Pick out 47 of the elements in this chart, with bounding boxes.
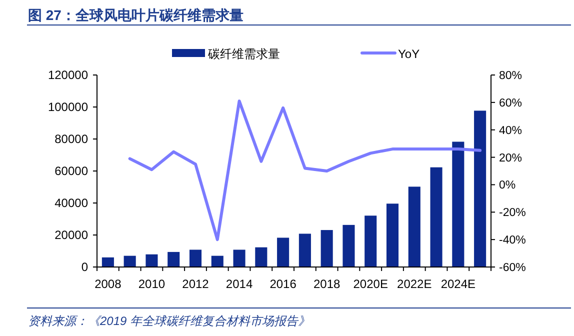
y2-tick-label: 80% <box>499 70 522 82</box>
bar <box>342 224 355 267</box>
bar <box>233 250 246 267</box>
x-tick-label: 2024E <box>440 277 476 291</box>
x-tick-label: 2008 <box>94 277 122 291</box>
y-tick-label: 0 <box>81 260 88 274</box>
legend-label: YoY <box>398 47 420 61</box>
y2-tick-label: -60% <box>499 262 526 274</box>
x-tick-label: 2022E <box>397 277 432 291</box>
bar <box>320 230 333 267</box>
chart-title: 图 27：全球风电叶片碳纤维需求量 <box>28 7 244 23</box>
bar <box>102 257 114 267</box>
y-tick-label: 100000 <box>48 100 88 114</box>
bar <box>124 256 136 267</box>
y2-tick-label: 60% <box>499 97 522 110</box>
bar <box>189 250 202 267</box>
y-tick-label: 120000 <box>48 68 88 82</box>
text: 资料来源：《2019 年全球碳纤维复合材料市场报告》 <box>28 314 310 328</box>
bar <box>452 142 464 267</box>
y2-tick-label: -40% <box>499 234 526 247</box>
y-tick-label: 60000 <box>54 164 88 178</box>
bar <box>474 110 486 267</box>
x-tick-label: 2010 <box>138 277 166 291</box>
y-tick-label: 80000 <box>54 132 88 146</box>
x-tick-label: 2012 <box>182 277 210 291</box>
bar <box>211 256 224 267</box>
bar <box>168 252 180 267</box>
line-series <box>128 100 482 242</box>
y2-tick-label: 0% <box>499 180 516 192</box>
x-tick-label: 2020E <box>353 277 388 291</box>
bar <box>146 254 158 267</box>
legend-label: 碳纤维需求量 <box>207 47 280 61</box>
bar <box>430 167 442 267</box>
bar <box>277 238 290 267</box>
bar <box>255 247 268 267</box>
y-tick-label: 40000 <box>54 196 88 210</box>
y2-tick-label: 40% <box>499 124 522 137</box>
x-tick-label: 2018 <box>313 277 341 291</box>
y2-tick-label: -20% <box>499 207 526 220</box>
y-tick-label: 20000 <box>54 228 88 242</box>
bar <box>408 186 420 267</box>
y2-tick-label: 20% <box>499 152 522 164</box>
bar <box>386 204 399 267</box>
x-tick-label: 2016 <box>270 277 297 291</box>
bar <box>298 234 311 267</box>
x-tick-label: 2014 <box>226 277 253 291</box>
bar <box>364 216 377 267</box>
